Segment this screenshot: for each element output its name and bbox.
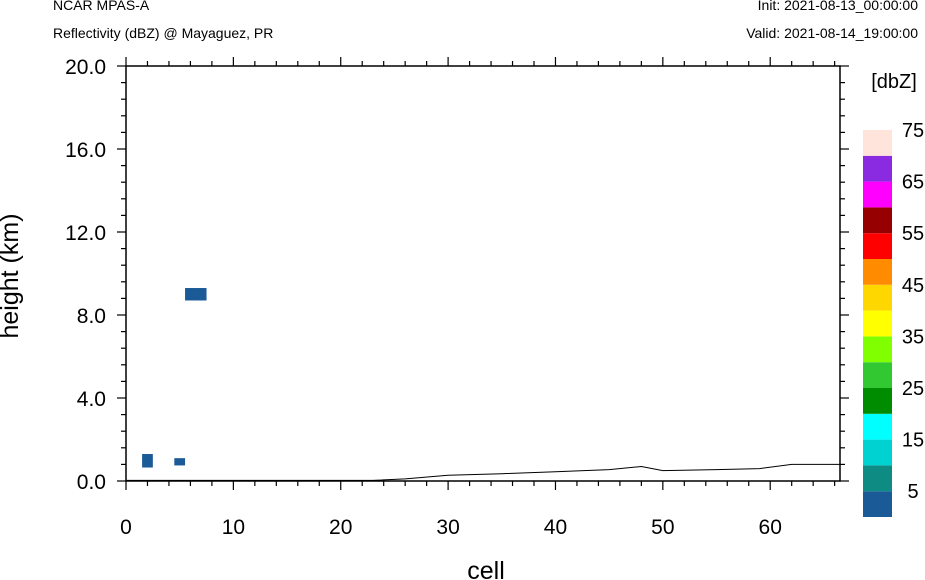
colorbar-label: 35 <box>902 326 924 348</box>
x-tick-label: 50 <box>651 516 674 539</box>
colorbar-label: 5 <box>907 481 918 503</box>
reflectivity-cell-1 <box>174 458 186 466</box>
colorbar-label: 45 <box>902 275 924 297</box>
colorbar-swatch <box>863 181 892 208</box>
init-time: Init: 2021-08-13_00:00:00 <box>757 0 918 13</box>
valid-time: Valid: 2021-08-14_19:00:00 <box>746 25 918 41</box>
colorbar-swatch <box>863 465 892 492</box>
y-tick-label: 16.0 <box>65 139 106 162</box>
colorbar-label: 55 <box>902 223 924 245</box>
colorbar-swatch <box>863 362 892 388</box>
y-tick-label: 0.0 <box>77 471 106 494</box>
colorbar-label: 75 <box>902 120 924 142</box>
y-tick-label: 8.0 <box>77 305 106 328</box>
colorbar-swatch <box>863 439 892 466</box>
colorbar-swatch <box>863 130 892 156</box>
terrain-line <box>126 463 840 481</box>
x-tick-label: 20 <box>329 516 352 539</box>
x-tick-label: 0 <box>120 516 132 539</box>
x-tick-label: 30 <box>436 516 459 539</box>
field-title: Reflectivity (dBZ) @ Mayaguez, PR <box>53 25 274 41</box>
colorbar-swatch <box>863 413 892 440</box>
colorbar-label: 65 <box>902 172 924 194</box>
y-tick-label: 20.0 <box>65 56 106 79</box>
x-tick-label: 40 <box>544 516 567 539</box>
plot-frame <box>125 65 841 482</box>
colorbar-swatch <box>863 491 892 517</box>
data-layer <box>126 288 840 481</box>
colorbar-swatch <box>863 310 892 337</box>
x-tick-label: 60 <box>759 516 782 539</box>
model-name: NCAR MPAS-A <box>53 0 150 13</box>
colorbar-swatch <box>863 259 892 285</box>
x-tick-label: 10 <box>222 516 245 539</box>
axes-layer: 0 10 20 30 40 50 60 0.0 4.0 8.0 12.0 16.0 20.0 cell he… <box>0 56 849 580</box>
colorbar-label: 15 <box>902 430 924 452</box>
colorbar-swatch <box>863 233 892 259</box>
colorbar-swatch <box>863 155 892 182</box>
y-tick-label: 4.0 <box>77 388 106 411</box>
colorbar-swatch <box>863 284 892 311</box>
y-axis-title: height (km) <box>0 213 24 338</box>
colorbar-swatch <box>863 207 892 234</box>
reflectivity-cell-0 <box>142 454 153 468</box>
colorbar-label: 25 <box>902 378 924 400</box>
y-tick-label: 12.0 <box>65 222 106 245</box>
x-axis-title: cell <box>467 557 505 580</box>
colorbar-swatch <box>863 388 892 414</box>
reflectivity-cell-2 <box>185 288 207 301</box>
colorbar: [dbZ] 5 15 25 35 45 55 65 75 <box>863 71 924 517</box>
colorbar-title: [dbZ] <box>871 71 917 93</box>
colorbar-swatch <box>863 336 892 363</box>
